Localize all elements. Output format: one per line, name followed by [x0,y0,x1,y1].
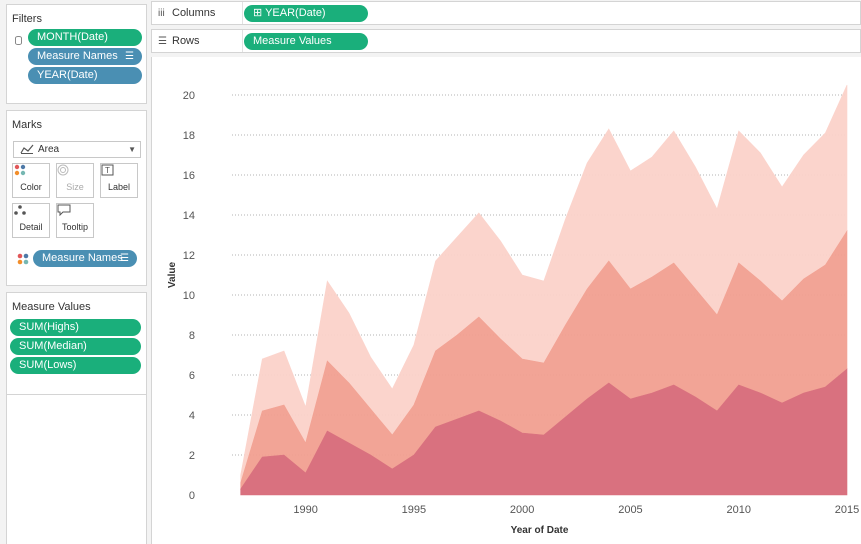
rows-pill-measure-values[interactable]: Measure Values [244,33,368,50]
y-tick-label: 8 [189,330,195,342]
label-button[interactable]: T Label [100,163,138,198]
database-icon [15,36,22,45]
marks-card: Marks Area ▼ Color Size T Label Detail T… [6,110,147,286]
svg-text:T: T [105,166,110,175]
y-axis-title: Value [167,262,178,289]
label-icon: T [101,164,137,182]
shelf-divider [242,2,243,24]
measure-pill-label: SUM(Highs) [19,321,79,333]
filter-pill-year-date[interactable]: YEAR(Date) [28,67,142,84]
rows-pill-label: Measure Values [253,35,332,47]
size-button-label: Size [66,182,84,192]
measure-values-card: Measure Values SUM(Highs) SUM(Median) SU… [6,292,147,395]
color-button-label: Color [20,182,42,192]
columns-shelf[interactable]: iii Columns ⊞ YEAR(Date) [151,1,861,25]
filter-pill-label: YEAR(Date) [37,69,98,81]
color-legend-icon [17,253,29,265]
y-tick-label: 16 [183,170,195,182]
y-tick-label: 2 [189,450,195,462]
rows-shelf-label: ☰ Rows [158,35,200,47]
tooltip-icon [57,204,93,222]
filter-pill-month-date[interactable]: MONTH(Date) [28,29,142,46]
measure-pill-label: SUM(Lows) [19,359,77,371]
tooltip-button-label: Tooltip [61,222,88,232]
label-button-label: Label [107,182,131,192]
filters-title: Filters [12,13,42,25]
y-tick-label: 18 [183,130,195,142]
x-tick-label: 1995 [402,504,426,516]
y-tick-label: 12 [183,250,195,262]
size-button[interactable]: Size [56,163,94,198]
rows-shelf[interactable]: ☰ Rows Measure Values [151,29,861,53]
rows-icon: ☰ [158,36,167,47]
area-series-sum-lows [240,368,848,496]
color-icon [13,164,49,182]
measure-pill-median[interactable]: SUM(Median) [10,338,141,355]
columns-icon: iii [158,8,165,19]
x-axis-title: Year of Date [511,525,569,536]
x-tick-label: 1990 [293,504,317,516]
y-tick-label: 20 [183,90,195,102]
y-tick-label: 14 [183,210,195,222]
measure-pill-highs[interactable]: SUM(Highs) [10,319,141,336]
measure-pill-lows[interactable]: SUM(Lows) [10,357,141,374]
stacked-area-chart[interactable]: 0 2 4 6 8 10 12 14 16 18 20 1990 1995 2000 2005 2010 201… [152,57,861,544]
filter-pill-measure-names[interactable]: Measure Names ☰ [28,48,142,65]
y-tick-label: 4 [189,410,195,422]
marks-title: Marks [12,119,42,131]
columns-shelf-label: iii Columns [158,7,215,19]
measure-pill-label: SUM(Median) [19,340,87,352]
x-tick-label: 2000 [510,504,534,516]
detail-button[interactable]: Detail [12,203,50,238]
tooltip-button[interactable]: Tooltip [56,203,94,238]
mark-type-label: Area [38,144,60,155]
filter-pill-label: Measure Names [37,50,118,62]
x-tick-label: 2015 [835,504,859,516]
y-tick-label: 10 [183,290,195,302]
columns-pill-label: YEAR(Date) [265,7,326,19]
detail-button-label: Detail [19,222,43,232]
columns-pill-year-date[interactable]: ⊞ YEAR(Date) [244,5,368,22]
detail-icon [13,204,49,222]
shelf-divider [242,30,243,52]
view-canvas[interactable]: 0 2 4 6 8 10 12 14 16 18 20 1990 1995 2000 2005 2010 201… [151,57,861,544]
size-icon [57,164,93,182]
filter-pill-label: MONTH(Date) [37,31,108,43]
color-pill-label: Measure Names [42,252,123,264]
y-tick-label: 6 [189,370,195,382]
left-pane-empty [6,395,147,544]
expand-icon: ⊞ [253,7,266,19]
chevron-down-icon: ▼ [128,145,136,154]
y-tick-label: 0 [189,490,195,502]
area-chart-icon [20,144,34,154]
columns-label-text: Columns [172,7,216,19]
color-pill-measure-names[interactable]: Measure Names ☰ [33,250,137,267]
mark-type-dropdown[interactable]: Area ▼ [13,141,141,158]
sort-icon: ☰ [120,253,129,264]
color-button[interactable]: Color [12,163,50,198]
x-tick-label: 2005 [618,504,642,516]
filters-card: Filters MONTH(Date) Measure Names ☰ YEAR(… [6,4,147,104]
rows-label-text: Rows [172,35,200,47]
sort-icon: ☰ [125,51,134,62]
x-tick-label: 2010 [726,504,750,516]
measure-values-title: Measure Values [12,301,91,313]
